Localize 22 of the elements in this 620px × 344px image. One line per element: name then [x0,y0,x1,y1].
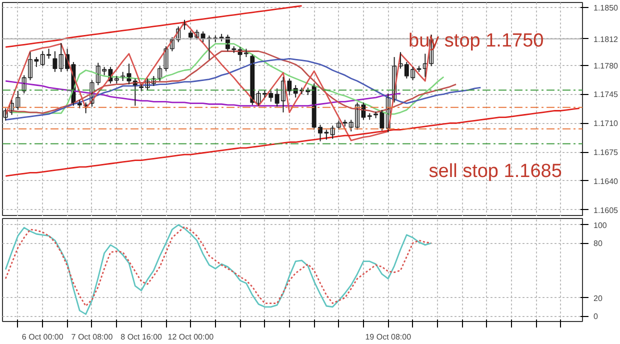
x-tick-label: 7 Oct 08:00 [71,332,114,342]
y-tick-label: 1.1780 [594,61,619,70]
y-tick-label: 1.1850 [594,3,619,12]
y-tick-label: 1.1745 [594,90,619,100]
y-tick-label: 20 [594,294,603,303]
y-tick-label: 1.1605 [594,206,619,215]
candlestick [416,66,422,72]
y-tick-label: 1.1675 [594,148,619,158]
y-tick-label: 0 [594,312,598,322]
annotation: sell stop 1.1685 [428,161,562,182]
y-tick-label: 1.1812 [594,34,619,44]
y-tick-label: 1.1640 [594,176,619,186]
annotation: buy stop 1.1750 [408,30,544,52]
line-series [4,58,482,121]
y-tick-label: 1.1710 [594,119,619,128]
line-series [4,5,302,48]
x-tick-label: 8 Oct 16:00 [120,332,163,342]
x-tick-label: 19 Oct 08:00 [365,332,412,342]
x-tick-label: 6 Oct 00:00 [22,332,64,342]
x-tick-label: 12 Oct 00:00 [168,332,214,342]
y-tick-label: 100 [594,220,608,230]
y-tick-label: 80 [594,239,603,248]
